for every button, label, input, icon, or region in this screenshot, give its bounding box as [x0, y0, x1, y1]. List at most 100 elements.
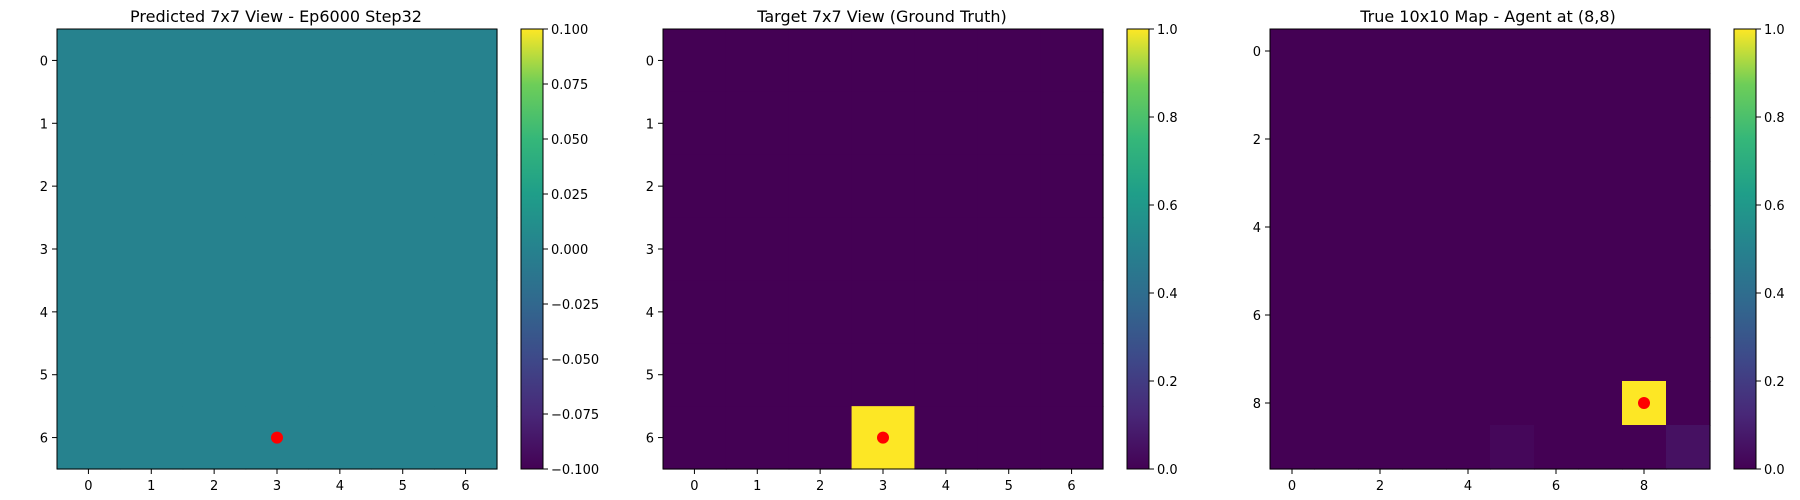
heatmap-cell [1666, 337, 1711, 382]
heatmap-cell [245, 154, 310, 219]
heatmap-cell [1534, 249, 1579, 294]
heatmap-cell [434, 343, 498, 407]
heatmap-cell [1270, 205, 1315, 250]
heatmap-cell [1490, 205, 1535, 250]
heatmap-cell [1358, 73, 1403, 118]
heatmap-cell [1666, 381, 1711, 426]
x-tick-label: 2 [1376, 479, 1384, 494]
x-tick-label: 2 [816, 479, 824, 494]
y-tick-label: 1 [646, 117, 654, 132]
x-tick-label: 1 [147, 479, 155, 494]
heatmap-cell [1446, 117, 1491, 162]
heatmap-cell [1622, 117, 1667, 162]
heatmap-cell [1490, 73, 1535, 118]
heatmap-cell [119, 217, 184, 282]
heatmap-cell [245, 29, 310, 93]
heatmap-cell [1534, 337, 1579, 382]
heatmap-cell [1622, 293, 1667, 338]
heatmap-cell [725, 91, 790, 156]
heatmap-cell [1622, 205, 1667, 250]
y-tick-label: 2 [1253, 133, 1261, 148]
heatmap-cell [245, 91, 310, 156]
heatmap-cell [119, 280, 184, 344]
heatmap-cell [1534, 117, 1579, 162]
heatmap-cell [1534, 29, 1579, 74]
heatmap-cell [57, 154, 121, 219]
heatmap-cell [1534, 205, 1579, 250]
x-tick-label: 0 [690, 479, 698, 494]
heatmap-cell [1270, 29, 1315, 74]
heatmap-cell [1358, 293, 1403, 338]
agent-marker-layer [271, 431, 283, 444]
colorbar-tick-label: 0.075 [551, 78, 588, 93]
x-tick-label: 4 [336, 479, 344, 494]
colorbar-tick-label: 0.8 [1764, 111, 1785, 126]
heatmap-cell [1314, 337, 1359, 382]
colorbar-tick-label: 0.0 [1764, 463, 1785, 478]
chart-title: True 10x10 Map - Agent at (8,8) [1359, 7, 1616, 26]
heatmap-cell [977, 217, 1041, 282]
heatmap-cell [434, 406, 498, 470]
heatmap-cell [1402, 337, 1447, 382]
y-tick-label: 5 [646, 369, 654, 384]
colorbar-tick-label: 0.2 [1157, 375, 1178, 390]
heatmap-cell [1490, 29, 1535, 74]
agent-marker-layer [1638, 397, 1650, 409]
heatmap-cell [1314, 117, 1359, 162]
x-tick-label: 6 [1067, 479, 1075, 494]
heatmap-cell [57, 406, 121, 470]
heatmap-cell [663, 406, 727, 470]
heatmap-cell [1578, 249, 1623, 294]
x-tick-label: 4 [1464, 479, 1472, 494]
heatmap-cell [725, 406, 790, 470]
heatmap-cell [914, 29, 978, 93]
x-tick-label: 1 [753, 479, 761, 494]
heatmap-cell [1314, 381, 1359, 426]
colorbar-tick-label: 1.0 [1764, 23, 1785, 38]
colorbar-ticks: 0.0 0.2 0.4 0.6 0.8 1.0 [1149, 23, 1178, 478]
panel-target: Target 7x7 View (Ground Truth) 0 1 2 3 4 5 6 0… [646, 7, 1178, 494]
heatmap-cell [851, 343, 916, 407]
heatmap-cell [371, 280, 435, 344]
heatmap-cell [663, 29, 727, 93]
heatmap-cell [1402, 205, 1447, 250]
heatmap-cell [1040, 406, 1104, 470]
heatmap-cell [1666, 425, 1711, 470]
heatmap-cell [1358, 381, 1403, 426]
heatmap-cell [914, 280, 978, 344]
heatmap-cell [1666, 205, 1711, 250]
colorbar-tick-label: 0.8 [1157, 111, 1178, 126]
heatmap-cell [1314, 161, 1359, 206]
heatmap-cell [1578, 293, 1623, 338]
heatmap-cell [1446, 73, 1491, 118]
heatmap-cell [1358, 249, 1403, 294]
agent-marker-layer [877, 431, 889, 444]
heatmap-cell [1578, 337, 1623, 382]
colorbar-tick-label: 0.4 [1157, 287, 1178, 302]
heatmap-cell [1314, 249, 1359, 294]
heatmap-cell [371, 217, 435, 282]
heatmap-cell [1578, 425, 1623, 470]
panel-true-map: True 10x10 Map - Agent at (8,8) 0 2 4 6 8 0 2… [1253, 7, 1785, 494]
heatmap-cell [1578, 29, 1623, 74]
y-tick-label: 4 [646, 306, 654, 321]
heatmap-cell [1490, 337, 1535, 382]
heatmap-cell [977, 154, 1041, 219]
heatmap-cell [663, 91, 727, 156]
heatmap-cell [914, 154, 978, 219]
y-tick-label: 0 [646, 54, 654, 69]
colorbar-tick-label: 0.4 [1764, 287, 1785, 302]
y-axis-ticks: 0 1 2 3 4 5 6 [646, 54, 663, 447]
heatmap-cell [1666, 73, 1711, 118]
colorbar-ticks: −0.100 −0.075 −0.050 −0.025 0.000 0.025 0.050 0… [543, 23, 599, 478]
heatmap-cell [308, 280, 372, 344]
heatmap-cell [308, 91, 372, 156]
y-tick-label: 6 [1253, 309, 1261, 324]
heatmap-cell [788, 280, 853, 344]
heatmap-cell [1270, 381, 1315, 426]
heatmap-cell [308, 29, 372, 93]
heatmap-cell [1270, 337, 1315, 382]
heatmap-cell [851, 91, 916, 156]
heatmap-cell [1446, 425, 1491, 470]
heatmap-cell [1534, 381, 1579, 426]
